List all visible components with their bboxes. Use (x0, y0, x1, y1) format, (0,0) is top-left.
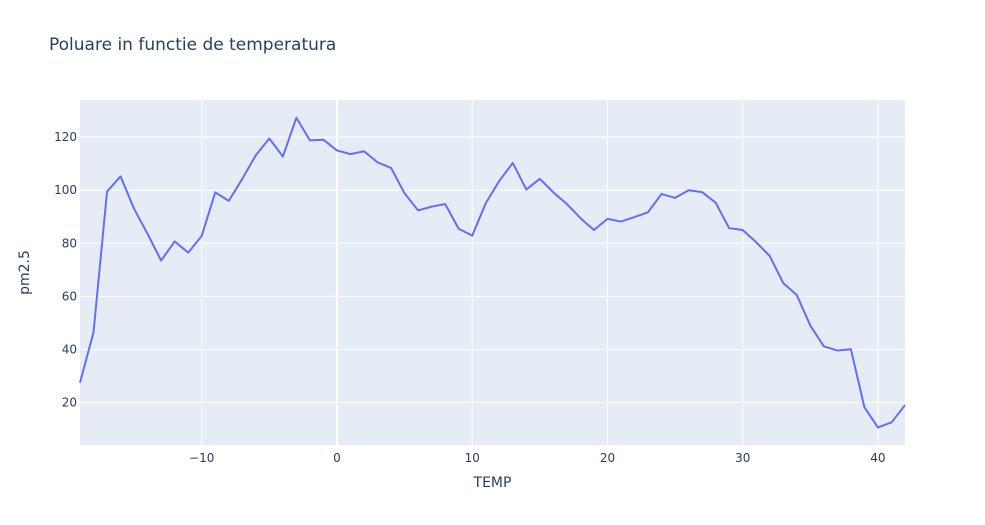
y-tick-label: 40 (62, 342, 77, 356)
y-tick-label: 80 (62, 236, 77, 250)
x-tick-label: 40 (870, 451, 885, 465)
series-line[interactable] (79, 116, 906, 429)
y-tick-labels: 20 40 60 80 100 120 (54, 130, 77, 409)
chart-title: Poluare in functie de temperatura (49, 35, 336, 55)
x-axis-title: TEMP (473, 475, 512, 491)
y-tick-label: 120 (54, 130, 77, 144)
x-tick-label: 30 (735, 451, 750, 465)
x-tick-label: 10 (465, 451, 480, 465)
x-gridlines (201, 100, 879, 445)
y-gridlines (80, 136, 905, 404)
plot-area (80, 100, 905, 445)
y-tick-label: 100 (54, 183, 77, 197)
x-tick-label: −10 (189, 451, 214, 465)
x-tick-labels: −10 0 10 20 30 40 (189, 451, 886, 465)
y-tick-label: 60 (62, 289, 77, 303)
x-tick-label: 20 (600, 451, 615, 465)
y-tick-label: 20 (62, 396, 77, 410)
x-tick-label: 0 (333, 451, 341, 465)
y-axis-title: pm2.5 (17, 250, 33, 295)
